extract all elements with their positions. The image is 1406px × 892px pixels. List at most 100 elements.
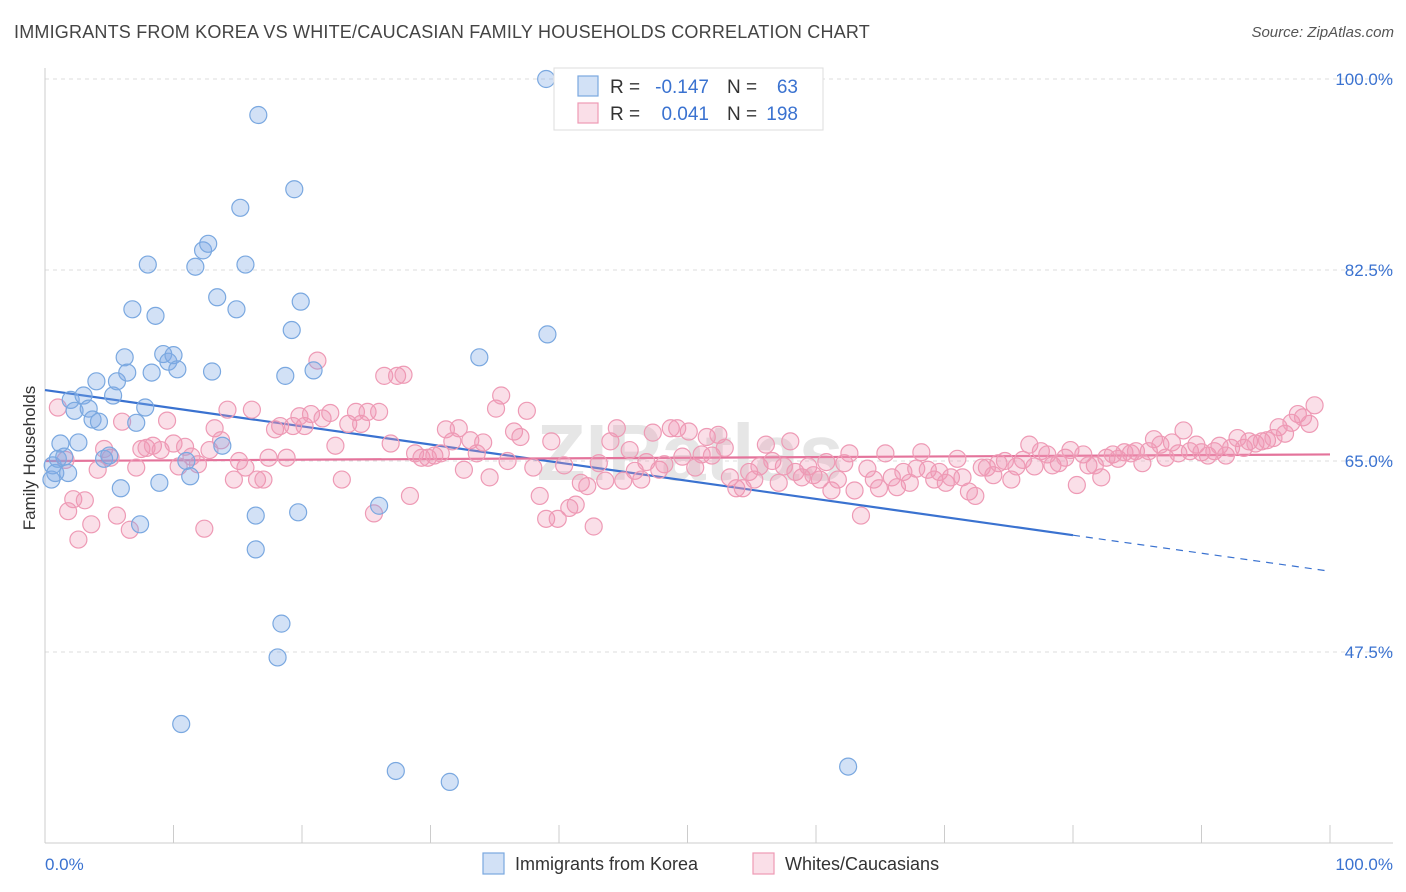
point-whites-74 — [498, 451, 517, 471]
y-axis-title: Family Households — [20, 386, 39, 531]
point-whites-130 — [835, 454, 854, 473]
point-korea-34 — [172, 714, 191, 734]
point-whites-131 — [840, 444, 859, 463]
tick-labels: 47.5% 65.0% 82.5% 100.0% 0.0% 100.0% — [45, 70, 1393, 874]
point-whites-104 — [679, 422, 698, 441]
point-whites-134 — [858, 459, 877, 478]
point-korea-63 — [839, 757, 858, 776]
point-whites-152 — [966, 486, 985, 506]
point-korea-26 — [138, 255, 157, 274]
point-whites-55 — [381, 434, 400, 453]
point-korea-19 — [111, 479, 130, 498]
point-whites-127 — [817, 452, 836, 472]
legend-n-label-whites: N = — [727, 104, 757, 125]
point-whites-195 — [1221, 438, 1241, 458]
point-whites-65 — [443, 432, 462, 451]
legend-box — [553, 67, 824, 131]
point-whites-79 — [530, 486, 549, 506]
point-whites-37 — [271, 416, 290, 436]
point-korea-24 — [130, 515, 150, 534]
legend-n-value-whites: 198 — [766, 104, 798, 125]
point-whites-146 — [930, 462, 949, 482]
point-whites-76 — [511, 427, 530, 447]
point-whites-207 — [1293, 408, 1313, 427]
point-whites-42 — [301, 404, 321, 424]
point-whites-105 — [686, 458, 705, 477]
legend-n-label-korea: N = — [727, 77, 757, 98]
point-korea-50 — [268, 648, 287, 667]
point-whites-36 — [265, 420, 285, 439]
point-korea-23 — [127, 413, 146, 432]
point-whites-193 — [1210, 436, 1229, 455]
point-korea-58 — [370, 496, 389, 515]
point-whites-88 — [584, 517, 603, 536]
point-whites-181 — [1139, 442, 1158, 461]
legend-swatch-korea — [577, 75, 599, 97]
point-whites-112 — [727, 479, 746, 498]
legend-swatch-whites — [577, 102, 599, 124]
point-whites-6 — [82, 515, 101, 534]
point-korea-33 — [168, 360, 187, 379]
point-korea-15 — [95, 449, 114, 468]
point-whites-94 — [620, 440, 639, 460]
bottom-legend-label-whites: Whites/Caucasians — [785, 854, 939, 874]
point-korea-8 — [65, 401, 84, 420]
trend-lines — [44, 388, 1331, 572]
point-whites-170 — [1074, 445, 1093, 464]
legend-r-label-korea: R = — [610, 77, 640, 98]
point-korea-13 — [87, 372, 106, 391]
point-korea-21 — [118, 363, 137, 382]
point-korea-48 — [246, 540, 265, 559]
point-korea-56 — [304, 361, 323, 380]
series-korea-points — [42, 69, 858, 791]
point-whites-204 — [1275, 424, 1295, 443]
point-whites-135 — [864, 470, 883, 489]
point-whites-63 — [431, 444, 450, 463]
point-whites-40 — [290, 407, 309, 426]
point-whites-30 — [229, 451, 249, 471]
point-whites-57 — [394, 365, 413, 384]
point-whites-137 — [876, 444, 895, 463]
point-korea-20 — [115, 348, 134, 367]
point-korea-42 — [213, 436, 232, 455]
point-whites-185 — [1162, 433, 1182, 452]
point-korea-36 — [181, 467, 200, 486]
point-whites-19 — [164, 434, 183, 453]
point-whites-111 — [720, 468, 740, 487]
point-whites-157 — [995, 451, 1014, 471]
axes — [44, 68, 1393, 844]
point-whites-66 — [449, 419, 468, 438]
point-korea-55 — [289, 503, 308, 522]
point-whites-144 — [918, 460, 937, 479]
bottom-legend-label-korea: Immigrants from Korea — [515, 854, 699, 874]
point-korea-27 — [142, 363, 161, 382]
point-korea-46 — [246, 506, 265, 525]
point-whites-102 — [668, 419, 687, 438]
point-whites-58 — [400, 486, 420, 506]
point-whites-100 — [655, 455, 674, 474]
point-whites-85 — [566, 495, 585, 514]
point-whites-133 — [851, 506, 871, 525]
point-korea-52 — [282, 320, 301, 340]
y-tick-label-1: 65.0% — [1345, 452, 1393, 471]
point-whites-34 — [254, 470, 273, 489]
point-korea-59 — [440, 772, 459, 791]
point-whites-2 — [59, 502, 78, 521]
point-whites-126 — [810, 470, 829, 489]
point-whites-31 — [236, 458, 255, 477]
point-whites-120 — [774, 457, 793, 476]
point-whites-21 — [175, 437, 195, 456]
point-whites-208 — [1300, 414, 1319, 433]
legend-r-value-whites: 0.041 — [661, 104, 709, 125]
point-whites-160 — [1013, 450, 1032, 470]
point-whites-119 — [769, 473, 788, 492]
point-whites-11 — [112, 412, 132, 431]
point-korea-9 — [69, 433, 88, 452]
point-whites-101 — [661, 419, 680, 438]
point-whites-69 — [467, 444, 486, 463]
legend: R = -0.147 N = 63 R = 0.041 N = 198 — [553, 67, 824, 131]
point-korea-51 — [276, 366, 295, 385]
point-whites-196 — [1228, 428, 1247, 448]
point-whites-10 — [107, 506, 127, 525]
